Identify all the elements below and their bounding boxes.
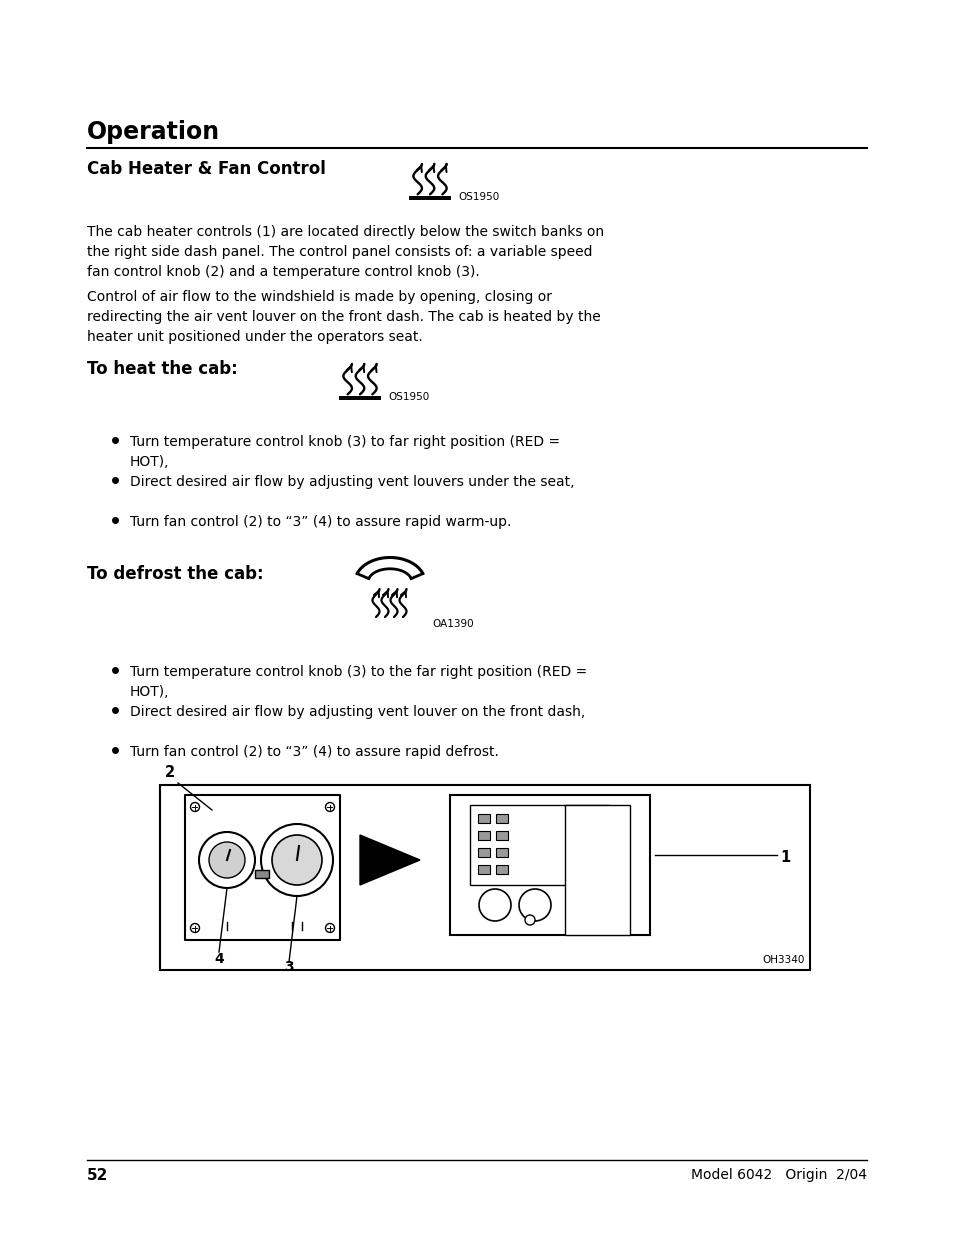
Text: To heat the cab:: To heat the cab: <box>87 359 237 378</box>
Text: 4: 4 <box>213 952 224 966</box>
Bar <box>496 864 507 874</box>
Text: Cab Heater & Fan Control: Cab Heater & Fan Control <box>87 161 326 178</box>
Circle shape <box>191 803 199 811</box>
Circle shape <box>209 842 245 878</box>
Text: OA1390: OA1390 <box>432 619 473 629</box>
Text: OS1950: OS1950 <box>457 191 498 203</box>
Bar <box>477 814 490 823</box>
Text: Model 6042   Origin  2/04: Model 6042 Origin 2/04 <box>690 1168 866 1182</box>
Bar <box>470 805 609 885</box>
Bar <box>496 814 507 823</box>
Text: 2: 2 <box>165 764 175 781</box>
Bar <box>477 848 490 857</box>
Text: Turn fan control (2) to “3” (4) to assure rapid defrost.: Turn fan control (2) to “3” (4) to assur… <box>130 745 498 760</box>
Circle shape <box>272 835 322 885</box>
Circle shape <box>478 889 511 921</box>
Text: 52: 52 <box>87 1168 109 1183</box>
Text: The cab heater controls (1) are located directly below the switch banks on
the r: The cab heater controls (1) are located … <box>87 225 603 279</box>
Text: Operation: Operation <box>87 120 220 144</box>
Bar <box>160 785 809 969</box>
Text: To defrost the cab:: To defrost the cab: <box>87 564 263 583</box>
Text: 1: 1 <box>780 850 789 864</box>
Bar <box>254 869 269 878</box>
Bar <box>450 795 649 935</box>
Text: OS1950: OS1950 <box>388 391 429 403</box>
Bar <box>185 795 339 940</box>
Circle shape <box>261 824 333 897</box>
Bar <box>477 831 490 840</box>
Text: Direct desired air flow by adjusting vent louvers under the seat,: Direct desired air flow by adjusting ven… <box>130 475 574 489</box>
Text: OH3340: OH3340 <box>761 955 804 965</box>
Text: Turn temperature control knob (3) to far right position (RED =
HOT),: Turn temperature control knob (3) to far… <box>130 435 559 469</box>
Bar <box>564 805 629 935</box>
Circle shape <box>325 924 335 932</box>
Text: Control of air flow to the windshield is made by opening, closing or
redirecting: Control of air flow to the windshield is… <box>87 290 600 345</box>
Text: 3: 3 <box>284 960 294 974</box>
Circle shape <box>199 832 254 888</box>
Bar <box>496 831 507 840</box>
Text: Turn temperature control knob (3) to the far right position (RED =
HOT),: Turn temperature control knob (3) to the… <box>130 664 587 699</box>
Text: Direct desired air flow by adjusting vent louver on the front dash,: Direct desired air flow by adjusting ven… <box>130 705 584 719</box>
Circle shape <box>325 803 335 811</box>
Bar <box>496 848 507 857</box>
Text: Turn fan control (2) to “3” (4) to assure rapid warm-up.: Turn fan control (2) to “3” (4) to assur… <box>130 515 511 529</box>
Circle shape <box>191 924 199 932</box>
Circle shape <box>518 889 551 921</box>
Polygon shape <box>359 835 419 885</box>
Circle shape <box>524 915 535 925</box>
Bar <box>477 864 490 874</box>
